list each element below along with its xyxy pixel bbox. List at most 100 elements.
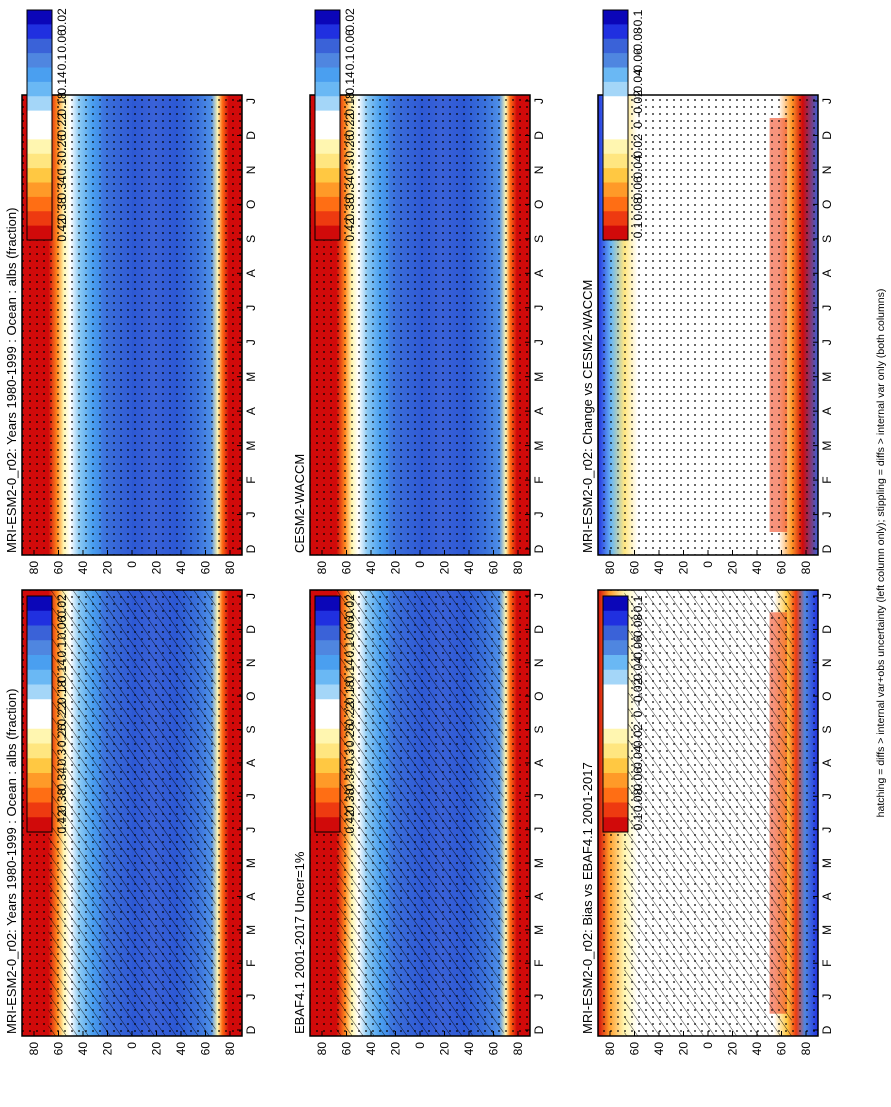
month-tick-label: J: [244, 339, 258, 345]
colorbar-swatch: [603, 211, 628, 227]
colorbar-swatch: [315, 684, 340, 700]
month-tick-label: M: [532, 858, 546, 868]
month-tick-label: S: [244, 726, 258, 734]
colorbar-label: 0.34: [343, 767, 357, 791]
month-tick-label: J: [244, 994, 258, 1000]
colorbar-label: -0.06: [631, 635, 645, 663]
month-tick-label: F: [244, 960, 258, 967]
colorbar-swatch: [315, 153, 340, 169]
colorbar-label: 0.1: [55, 641, 69, 658]
month-tick-label: S: [244, 235, 258, 243]
colorbar-swatch: [27, 699, 52, 715]
lat-tick-label: 60: [340, 561, 354, 575]
colorbar-swatch: [315, 81, 340, 97]
colorbar-label: 0.42: [55, 810, 69, 834]
month-tick-label: M: [820, 925, 834, 935]
lat-tick-label: 40: [462, 1042, 476, 1056]
colorbar-swatch: [27, 225, 52, 241]
colorbar-swatch: [603, 110, 628, 126]
colorbar-label: 0.34: [55, 176, 69, 200]
colorbar-swatch: [603, 67, 628, 83]
lat-tick-label: 80: [315, 561, 329, 575]
colorbar-label: 0.1: [343, 53, 357, 70]
colorbar-swatch: [315, 787, 340, 803]
month-tick-label: J: [820, 339, 834, 345]
lat-tick-label: 40: [750, 561, 764, 575]
month-tick-label: J: [820, 305, 834, 311]
lat-tick-label: 20: [677, 1042, 691, 1056]
colorbar-label: 0.3: [343, 749, 357, 766]
month-tick-label: M: [244, 372, 258, 382]
colorbar-label: 0.08: [631, 788, 645, 812]
panel-title: MRI-ESM2-0_r02: Years 1980-1999 : Ocean …: [4, 689, 19, 1034]
lat-tick-label: 40: [174, 1042, 188, 1056]
lat-tick-label: 40: [462, 561, 476, 575]
colorbar-swatch: [27, 67, 52, 83]
colorbar-label: 0.06: [55, 616, 69, 640]
colorbar-label: -0.04: [631, 657, 645, 685]
month-tick-label: J: [244, 593, 258, 599]
colorbar-label: 0.02: [631, 134, 645, 158]
colorbar-swatch: [603, 153, 628, 169]
panel-title: MRI-ESM2-0_r02: Bias vs EBAF4.1 2001-201…: [580, 762, 595, 1034]
colorbar-label: 0.04: [631, 745, 645, 769]
colorbar-swatch: [315, 625, 340, 641]
colorbar-swatch: [27, 24, 52, 40]
month-tick-label: O: [820, 200, 834, 209]
figure-caption: hatching = diffs > internal var+obs unce…: [875, 289, 887, 818]
lat-tick-label: 80: [799, 561, 813, 575]
stippling-overlay: [22, 95, 242, 555]
panel-title: CESM2-WACCM: [292, 454, 307, 553]
month-tick-label: A: [244, 269, 258, 277]
month-tick-label: D: [532, 544, 546, 553]
colorbar-label: 0.14: [343, 71, 357, 95]
month-tick-label: N: [244, 658, 258, 667]
month-tick-label: N: [820, 658, 834, 667]
colorbar-swatch: [603, 714, 628, 730]
lat-tick-label: 80: [27, 561, 41, 575]
lat-tick-label: 60: [775, 1042, 789, 1056]
heatmap-panel-4: CESM2-WACCM 80 60 40 20 0 20 40 60 80 D J F M A M J J A S O N…: [292, 8, 546, 574]
month-tick-label: A: [244, 892, 258, 900]
month-tick-label: M: [532, 372, 546, 382]
colorbar-label: 0.22: [55, 702, 69, 726]
colorbar-label: 0.26: [343, 724, 357, 748]
month-tick-label: J: [532, 994, 546, 1000]
colorbar-swatch: [27, 817, 52, 833]
month-tick-label: M: [244, 858, 258, 868]
colorbar-label: 0.06: [631, 767, 645, 791]
month-tick-label: A: [820, 407, 834, 415]
colorbar-label: 0.14: [55, 71, 69, 95]
month-tick-label: J: [532, 827, 546, 833]
hatching-overlay: [624, 590, 792, 1036]
lat-tick-label: 40: [364, 561, 378, 575]
colorbar-label: 0: [631, 121, 645, 128]
month-tick-label: N: [532, 658, 546, 667]
colorbar-label: 0.22: [55, 113, 69, 137]
colorbar-swatch: [315, 125, 340, 140]
colorbar-label: 0.34: [343, 176, 357, 200]
lat-tick-label: 60: [52, 561, 66, 575]
colorbar-label: 0.06: [343, 29, 357, 53]
lat-tick-label: 0: [701, 561, 715, 568]
lat-tick-label: 40: [750, 1042, 764, 1056]
month-tick-label: J: [820, 827, 834, 833]
lat-tick-label: 20: [101, 561, 115, 575]
month-tick-label: S: [820, 726, 834, 734]
colorbar-swatch: [603, 758, 628, 774]
colorbar-frame: [314, 9, 341, 241]
colorbar-label: 0.42: [55, 218, 69, 242]
colorbar-swatch: [315, 110, 340, 126]
colorbar: 0.420.380.340.30.260.220.180.140.10.060.…: [26, 8, 69, 242]
month-tick-label: M: [820, 372, 834, 382]
colorbar-swatch: [603, 773, 628, 789]
month-tick-label: N: [244, 166, 258, 175]
colorbar-swatch: [603, 669, 628, 685]
lat-tick-label: 80: [223, 1042, 237, 1056]
colorbar-swatch: [603, 655, 628, 671]
month-tick-label: J: [532, 793, 546, 799]
month-tick-label: J: [820, 593, 834, 599]
colorbar-swatch: [27, 81, 52, 97]
month-tick-label: J: [532, 339, 546, 345]
month-tick-label: S: [532, 235, 546, 243]
